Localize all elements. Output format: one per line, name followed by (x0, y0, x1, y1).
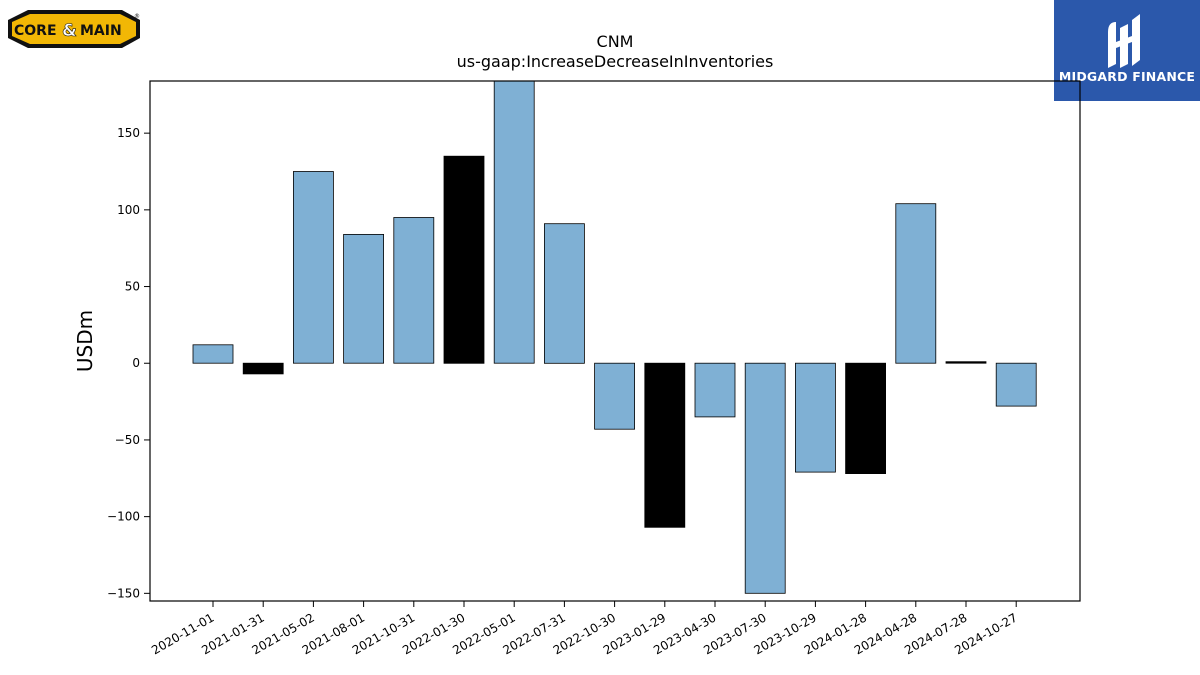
bar-2021-08-01 (343, 233, 385, 364)
bar-2024-07-28 (945, 361, 987, 364)
bar-2022-07-31 (544, 223, 585, 364)
bar-2024-01-28 (845, 362, 886, 475)
bar-2024-10-27 (995, 362, 1037, 407)
bar-2022-10-30 (594, 362, 635, 430)
bar-2022-01-30 (443, 155, 485, 364)
y-axis: −150 −100 −50 0 50 100 150 (107, 126, 150, 600)
publisher-mark-icon (1108, 14, 1140, 68)
bar-2021-10-31 (393, 217, 435, 364)
company-logo-reg: ® (134, 13, 140, 20)
bar-2023-07-30 (744, 362, 786, 594)
bar-2020-11-01 (192, 344, 234, 364)
bar-2023-01-29 (644, 362, 686, 528)
y-tick-label: 0 (132, 356, 140, 370)
bar-series (192, 80, 1037, 594)
bar-2023-10-29 (795, 362, 836, 473)
bar-2021-05-02 (292, 171, 334, 364)
chart-subtitle: us-gaap:IncreaseDecreaseInInventories (456, 52, 774, 71)
bar-2023-04-30 (694, 362, 736, 418)
company-logo: CORE & MAIN ® (8, 10, 140, 48)
publisher-name: MIDGARD FINANCE (1058, 69, 1196, 84)
bar-2021-01-31 (242, 362, 284, 375)
plot-frame (149, 80, 1081, 602)
y-tick-label: 150 (117, 126, 140, 140)
publisher-logo: MIDGARD FINANCE (1054, 0, 1200, 101)
y-tick-label: −150 (107, 586, 140, 600)
y-tick-label: −50 (115, 433, 140, 447)
y-axis-label: USDm (73, 310, 97, 372)
company-logo-right-text: MAIN (80, 23, 122, 39)
chart-title: CNM (596, 32, 634, 51)
bar-2022-05-01 (493, 80, 535, 364)
company-logo-left-text: CORE (14, 23, 57, 39)
y-tick-label: 100 (117, 203, 140, 217)
bar-2024-04-28 (895, 203, 937, 364)
y-tick-label: −100 (107, 510, 140, 524)
x-axis: 2020-11-012021-01-312021-05-022021-08-01… (149, 601, 1020, 657)
company-logo-amp: & (62, 21, 77, 41)
y-tick-label: 50 (125, 280, 140, 294)
